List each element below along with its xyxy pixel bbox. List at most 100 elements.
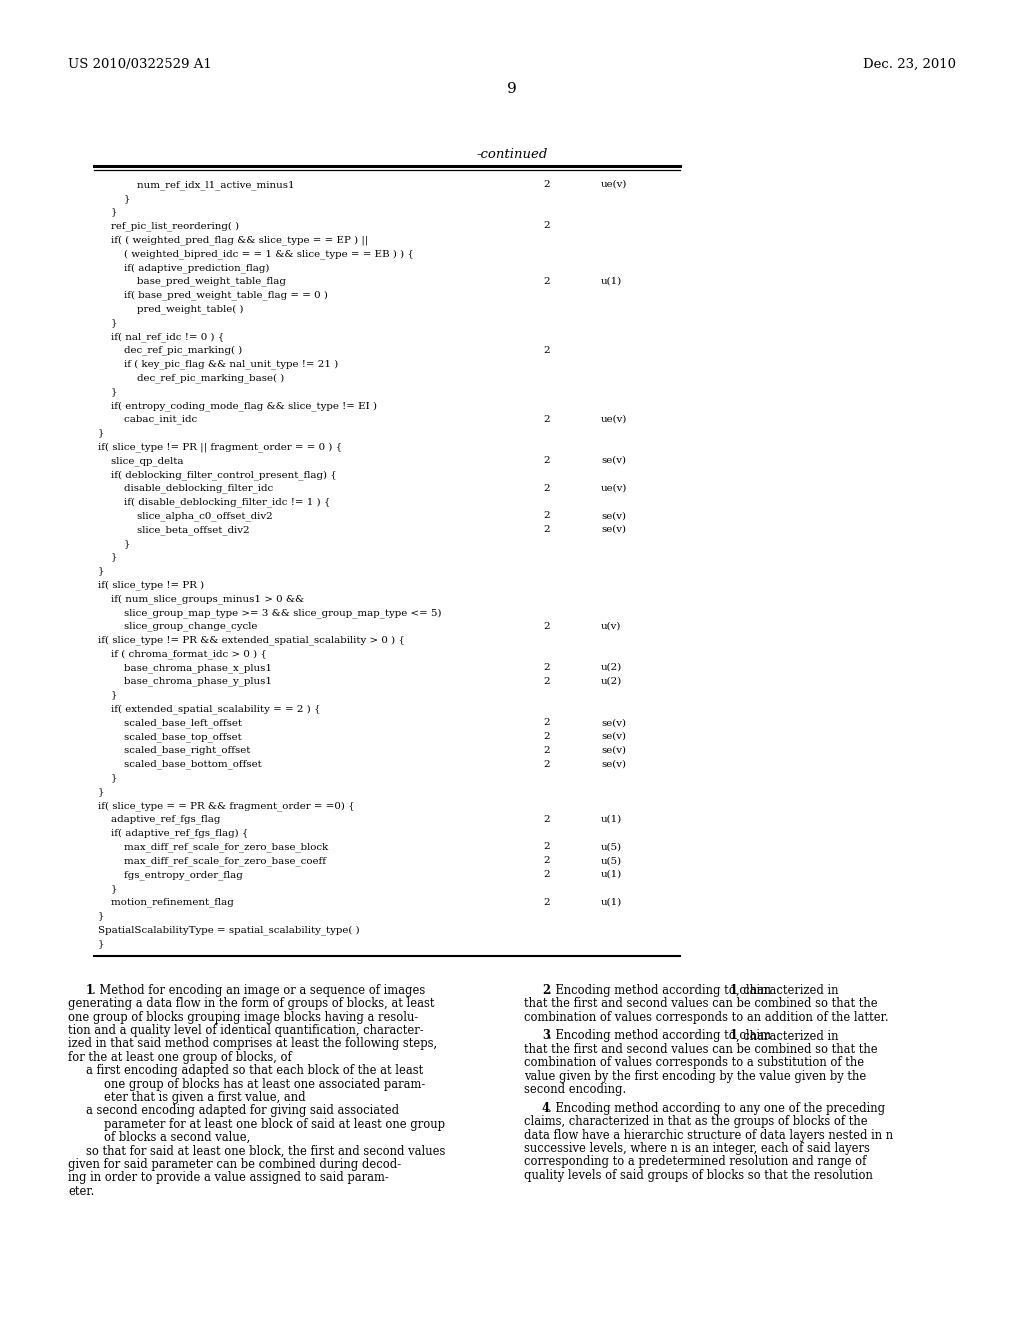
Text: given for said parameter can be combined during decod-: given for said parameter can be combined… [68, 1158, 401, 1171]
Text: u(2): u(2) [601, 663, 623, 672]
Text: }: } [98, 539, 130, 548]
Text: for the at least one group of blocks, of: for the at least one group of blocks, of [68, 1051, 292, 1064]
Text: . Method for encoding an image or a sequence of images: . Method for encoding an image or a sequ… [92, 983, 425, 997]
Text: 1: 1 [730, 983, 738, 997]
Text: base_pred_weight_table_flag: base_pred_weight_table_flag [98, 277, 286, 286]
Text: claims, characterized in that as the groups of blocks of the: claims, characterized in that as the gro… [524, 1115, 867, 1129]
Text: 2: 2 [544, 814, 550, 824]
Text: -continued: -continued [476, 148, 548, 161]
Text: se(v): se(v) [601, 455, 626, 465]
Text: 2: 2 [544, 414, 550, 424]
Text: scaled_base_right_offset: scaled_base_right_offset [98, 746, 251, 755]
Text: }: } [98, 566, 104, 576]
Text: 2: 2 [544, 180, 550, 189]
Text: dec_ref_pic_marking_base( ): dec_ref_pic_marking_base( ) [98, 374, 285, 383]
Text: num_ref_idx_l1_active_minus1: num_ref_idx_l1_active_minus1 [98, 180, 295, 190]
Text: u(1): u(1) [601, 870, 623, 879]
Text: if( nal_ref_idc != 0 ) {: if( nal_ref_idc != 0 ) { [98, 331, 224, 342]
Text: successive levels, where n is an integer, each of said layers: successive levels, where n is an integer… [524, 1142, 869, 1155]
Text: u(5): u(5) [601, 857, 623, 865]
Text: eter.: eter. [68, 1185, 94, 1197]
Text: if( deblocking_filter_control_present_flag) {: if( deblocking_filter_control_present_fl… [98, 470, 337, 479]
Text: pred_weight_table( ): pred_weight_table( ) [98, 304, 244, 314]
Text: Dec. 23, 2010: Dec. 23, 2010 [863, 58, 956, 71]
Text: 4: 4 [542, 1102, 550, 1114]
Text: 1: 1 [86, 983, 94, 997]
Text: scaled_base_bottom_offset: scaled_base_bottom_offset [98, 759, 262, 770]
Text: ue(v): ue(v) [601, 483, 628, 492]
Text: max_diff_ref_scale_for_zero_base_block: max_diff_ref_scale_for_zero_base_block [98, 842, 329, 853]
Text: SpatialScalabilityType = spatial_scalability_type( ): SpatialScalabilityType = spatial_scalabi… [98, 925, 359, 935]
Text: if( slice_type != PR || fragment_order = = 0 ) {: if( slice_type != PR || fragment_order =… [98, 442, 342, 451]
Text: }: } [98, 429, 104, 437]
Text: se(v): se(v) [601, 746, 626, 755]
Text: 2: 2 [544, 857, 550, 865]
Text: 2: 2 [544, 277, 550, 285]
Text: u(v): u(v) [601, 622, 622, 631]
Text: }: } [98, 884, 118, 892]
Text: }: } [98, 207, 118, 216]
Text: if( num_slice_groups_minus1 > 0 &&: if( num_slice_groups_minus1 > 0 && [98, 594, 304, 603]
Text: }: } [98, 787, 104, 796]
Text: 2: 2 [544, 346, 550, 355]
Text: ue(v): ue(v) [601, 414, 628, 424]
Text: u(1): u(1) [601, 898, 623, 907]
Text: se(v): se(v) [601, 525, 626, 535]
Text: 2: 2 [544, 733, 550, 741]
Text: 9: 9 [507, 82, 517, 96]
Text: 2: 2 [544, 511, 550, 520]
Text: a second encoding adapted for giving said associated: a second encoding adapted for giving sai… [86, 1105, 399, 1118]
Text: 2: 2 [544, 898, 550, 907]
Text: corresponding to a predetermined resolution and range of: corresponding to a predetermined resolut… [524, 1155, 866, 1168]
Text: 3: 3 [542, 1030, 550, 1043]
Text: 2: 2 [544, 759, 550, 768]
Text: of blocks a second value,: of blocks a second value, [104, 1131, 250, 1144]
Text: if( disable_deblocking_filter_idc != 1 ) {: if( disable_deblocking_filter_idc != 1 )… [98, 498, 331, 507]
Text: if( adaptive_prediction_flag): if( adaptive_prediction_flag) [98, 263, 269, 273]
Text: disable_deblocking_filter_idc: disable_deblocking_filter_idc [98, 483, 273, 494]
Text: }: } [98, 194, 130, 203]
Text: a first encoding adapted so that each block of the at least: a first encoding adapted so that each bl… [86, 1064, 423, 1077]
Text: generating a data flow in the form of groups of blocks, at least: generating a data flow in the form of gr… [68, 997, 434, 1010]
Text: }: } [98, 690, 118, 700]
Text: US 2010/0322529 A1: US 2010/0322529 A1 [68, 58, 212, 71]
Text: scaled_base_left_offset: scaled_base_left_offset [98, 718, 242, 727]
Text: parameter for at least one block of said at least one group: parameter for at least one block of said… [104, 1118, 445, 1131]
Text: eter that is given a first value, and: eter that is given a first value, and [104, 1092, 305, 1104]
Text: combination of values corresponds to an addition of the latter.: combination of values corresponds to an … [524, 1011, 889, 1023]
Text: data flow have a hierarchic structure of data layers nested in n: data flow have a hierarchic structure of… [524, 1129, 893, 1142]
Text: one group of blocks grouping image blocks having a resolu-: one group of blocks grouping image block… [68, 1011, 418, 1023]
Text: tion and a quality level of identical quantification, character-: tion and a quality level of identical qu… [68, 1024, 424, 1038]
Text: }: } [98, 553, 118, 561]
Text: ref_pic_list_reordering( ): ref_pic_list_reordering( ) [98, 222, 240, 231]
Text: se(v): se(v) [601, 511, 626, 520]
Text: slice_group_change_cycle: slice_group_change_cycle [98, 622, 257, 631]
Text: 2: 2 [544, 483, 550, 492]
Text: se(v): se(v) [601, 733, 626, 741]
Text: 2: 2 [544, 455, 550, 465]
Text: base_chroma_phase_y_plus1: base_chroma_phase_y_plus1 [98, 677, 272, 686]
Text: se(v): se(v) [601, 718, 626, 727]
Text: 2: 2 [544, 842, 550, 851]
Text: slice_beta_offset_div2: slice_beta_offset_div2 [98, 525, 250, 535]
Text: base_chroma_phase_x_plus1: base_chroma_phase_x_plus1 [98, 663, 272, 673]
Text: if( entropy_coding_mode_flag && slice_type != EI ): if( entropy_coding_mode_flag && slice_ty… [98, 401, 377, 411]
Text: if ( chroma_format_idc > 0 ) {: if ( chroma_format_idc > 0 ) { [98, 649, 267, 659]
Text: second encoding.: second encoding. [524, 1082, 627, 1096]
Text: adaptive_ref_fgs_flag: adaptive_ref_fgs_flag [98, 814, 220, 825]
Text: if( slice_type != PR ): if( slice_type != PR ) [98, 581, 204, 590]
Text: }: } [98, 911, 104, 920]
Text: if( ( weighted_pred_flag && slice_type = = EP ) ||: if( ( weighted_pred_flag && slice_type =… [98, 235, 369, 246]
Text: combination of values corresponds to a substitution of the: combination of values corresponds to a s… [524, 1056, 864, 1069]
Text: }: } [98, 318, 118, 327]
Text: . Encoding method according to claim: . Encoding method according to claim [548, 1030, 774, 1043]
Text: value given by the first encoding by the value given by the: value given by the first encoding by the… [524, 1069, 866, 1082]
Text: 2: 2 [542, 983, 550, 997]
Text: so that for said at least one block, the first and second values: so that for said at least one block, the… [86, 1144, 445, 1158]
Text: cabac_init_idc: cabac_init_idc [98, 414, 198, 424]
Text: 2: 2 [544, 746, 550, 755]
Text: 2: 2 [544, 677, 550, 686]
Text: 2: 2 [544, 622, 550, 631]
Text: slice_group_map_type >= 3 && slice_group_map_type <= 5): slice_group_map_type >= 3 && slice_group… [98, 607, 441, 618]
Text: max_diff_ref_scale_for_zero_base_coeff: max_diff_ref_scale_for_zero_base_coeff [98, 857, 326, 866]
